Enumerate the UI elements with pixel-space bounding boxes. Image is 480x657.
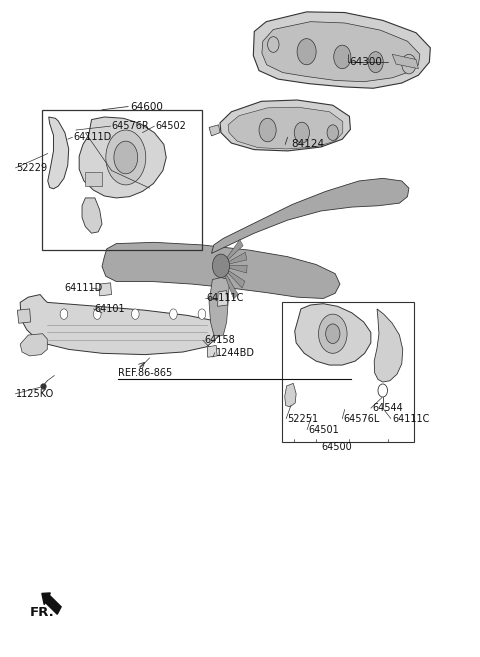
Polygon shape <box>48 117 69 189</box>
Text: 64111C: 64111C <box>207 294 244 304</box>
Bar <box>42 110 202 250</box>
Circle shape <box>327 125 338 141</box>
Text: 64576L: 64576L <box>344 414 380 424</box>
Polygon shape <box>209 125 220 136</box>
Circle shape <box>325 324 340 344</box>
Circle shape <box>378 384 387 397</box>
Polygon shape <box>79 117 166 198</box>
Circle shape <box>94 309 101 319</box>
Text: REF.86-865: REF.86-865 <box>118 368 172 378</box>
Polygon shape <box>217 290 228 306</box>
Text: 64544: 64544 <box>372 403 403 413</box>
Polygon shape <box>224 240 243 262</box>
Polygon shape <box>85 172 102 186</box>
Circle shape <box>334 45 351 69</box>
Circle shape <box>368 52 383 72</box>
Text: 52229: 52229 <box>16 163 48 173</box>
Polygon shape <box>295 304 371 365</box>
Polygon shape <box>212 178 409 254</box>
Text: FR.: FR. <box>30 606 54 619</box>
Text: 64300: 64300 <box>349 57 382 67</box>
Polygon shape <box>102 242 340 298</box>
Bar <box>282 302 414 442</box>
Polygon shape <box>285 383 296 407</box>
Polygon shape <box>82 198 102 233</box>
Circle shape <box>267 37 279 53</box>
Circle shape <box>213 254 229 277</box>
Circle shape <box>132 309 139 319</box>
Polygon shape <box>253 12 431 88</box>
Circle shape <box>402 55 416 74</box>
Circle shape <box>319 314 347 353</box>
Circle shape <box>297 39 316 65</box>
Text: 84124: 84124 <box>291 139 324 149</box>
Polygon shape <box>20 294 218 355</box>
Polygon shape <box>392 55 419 69</box>
Text: 64600: 64600 <box>131 102 163 112</box>
FancyArrow shape <box>42 593 61 614</box>
Circle shape <box>114 141 138 174</box>
Polygon shape <box>208 346 217 357</box>
Polygon shape <box>226 265 247 273</box>
Polygon shape <box>100 283 111 296</box>
Text: 64500: 64500 <box>321 442 352 452</box>
Polygon shape <box>262 22 420 81</box>
Polygon shape <box>223 271 238 299</box>
Polygon shape <box>209 277 229 336</box>
Text: 64576R: 64576R <box>111 121 149 131</box>
Polygon shape <box>220 100 350 151</box>
Circle shape <box>106 130 146 185</box>
Polygon shape <box>228 107 343 149</box>
Polygon shape <box>17 309 31 323</box>
Text: 64111D: 64111D <box>73 132 112 142</box>
Polygon shape <box>225 269 245 288</box>
Polygon shape <box>226 252 247 265</box>
Circle shape <box>294 122 310 143</box>
Circle shape <box>259 118 276 142</box>
Polygon shape <box>20 334 48 356</box>
Text: 64502: 64502 <box>156 121 186 131</box>
Text: 64111D: 64111D <box>64 283 102 293</box>
Text: 1244BD: 1244BD <box>216 348 255 357</box>
Text: 64501: 64501 <box>309 424 339 435</box>
Polygon shape <box>374 309 403 382</box>
Text: 64101: 64101 <box>95 304 125 314</box>
Text: 52251: 52251 <box>288 414 319 424</box>
Text: 64158: 64158 <box>204 335 235 345</box>
Circle shape <box>198 309 206 319</box>
Circle shape <box>169 309 177 319</box>
Text: 1125KO: 1125KO <box>16 389 55 399</box>
Text: 64111C: 64111C <box>392 414 430 424</box>
Circle shape <box>60 309 68 319</box>
